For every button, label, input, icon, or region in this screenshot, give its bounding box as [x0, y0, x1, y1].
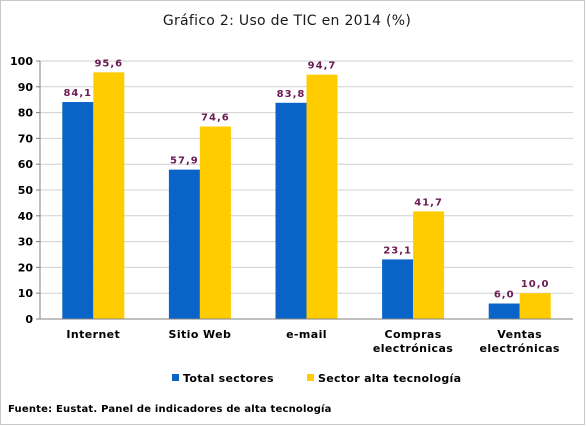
bar-alta-tecnologia — [413, 211, 445, 319]
bar-alta-tecnologia — [199, 126, 231, 319]
y-tick-label: 40 — [18, 210, 34, 223]
bar-total-sectores — [168, 169, 200, 319]
data-label: 57,9 — [170, 156, 199, 167]
axes — [39, 61, 573, 320]
bar-total-sectores — [488, 303, 520, 319]
bar-alta-tecnologia — [93, 72, 125, 320]
y-tick-label: 20 — [18, 261, 34, 274]
y-tick-label: 90 — [18, 81, 34, 94]
legend-label: Sector alta tecnología — [318, 372, 461, 385]
y-tick-label: 100 — [10, 55, 33, 68]
y-axis-ticks: 0 10 20 30 40 50 60 70 80 90 100 — [10, 55, 40, 326]
y-tick-label: 10 — [18, 287, 34, 300]
legend-label: Total sectores — [183, 372, 274, 385]
y-tick-label: 70 — [18, 132, 34, 145]
y-tick-label: 60 — [18, 158, 34, 171]
x-axis-categories: Internet Sitio Web e-mail Compraselectrónic… — [66, 328, 560, 355]
category-label: Internet — [66, 328, 120, 341]
data-label: 23,1 — [383, 245, 412, 256]
data-label: 84,1 — [63, 88, 92, 99]
data-labels: 84,1 95,6 57,9 74,6 83,8 94,7 23,1 41,7 6,0 10,0 — [63, 58, 550, 301]
legend-swatch — [172, 374, 179, 381]
data-label: 10,0 — [521, 279, 550, 290]
legend-swatch — [307, 374, 314, 381]
data-label: 83,8 — [277, 89, 306, 100]
bars — [62, 72, 551, 320]
bar-total-sectores — [382, 259, 414, 319]
category-label: electrónicas — [480, 342, 560, 355]
bar-alta-tecnologia — [306, 74, 338, 319]
category-label: Ventas — [497, 328, 542, 341]
y-tick-label: 50 — [18, 184, 34, 197]
y-tick-label: 0 — [25, 313, 33, 326]
bar-total-sectores — [275, 102, 307, 320]
data-label: 6,0 — [494, 290, 515, 301]
category-label: e-mail — [286, 328, 327, 341]
legend: Total sectores Sector alta tecnología — [172, 372, 461, 385]
source-note: Fuente: Eustat. Panel de indicadores de … — [8, 403, 332, 415]
data-label: 74,6 — [201, 113, 230, 124]
data-label: 94,7 — [308, 61, 337, 72]
bar-alta-tecnologia — [519, 293, 551, 319]
y-tick-label: 30 — [18, 236, 34, 249]
category-label: Sitio Web — [169, 328, 232, 341]
y-tick-label: 80 — [18, 107, 34, 120]
category-label: electrónicas — [373, 342, 453, 355]
data-label: 41,7 — [414, 197, 443, 208]
category-label: Compras — [385, 328, 442, 341]
data-label: 95,6 — [94, 58, 123, 69]
chart-title: Gráfico 2: Uso de TIC en 2014 (%) — [163, 13, 411, 29]
bar-total-sectores — [62, 102, 94, 319]
